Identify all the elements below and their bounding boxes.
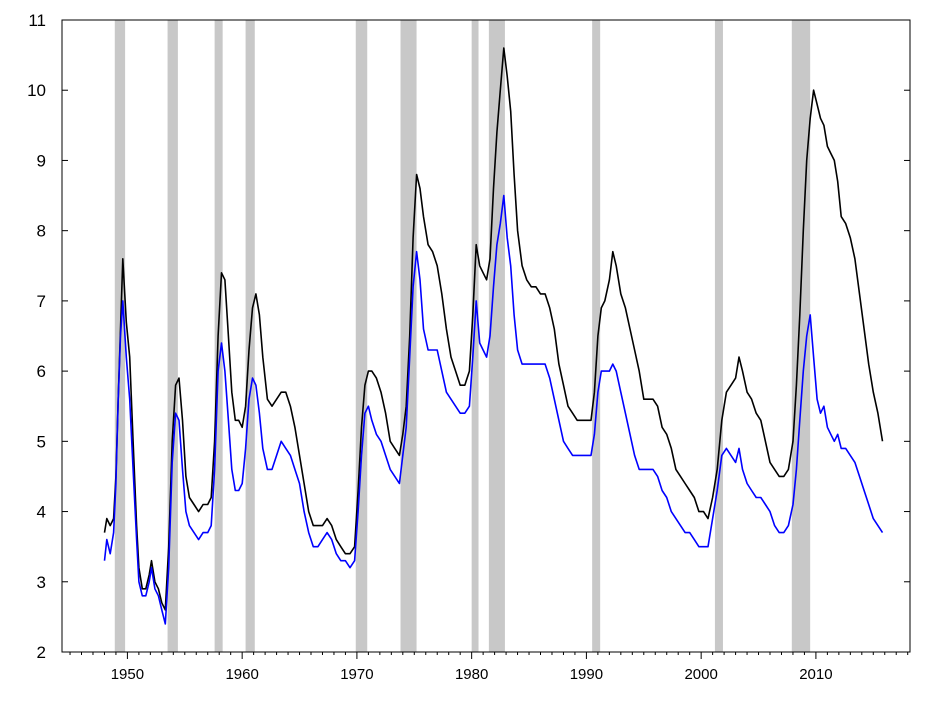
recession-band-5 <box>355 20 368 652</box>
series-line-1 <box>103 47 884 611</box>
recession-band-8 <box>488 20 505 652</box>
x-tick-label: 2000 <box>684 666 717 683</box>
y-tick-label: 11 <box>28 11 46 30</box>
y-tick-label: 3 <box>37 573 46 592</box>
x-tick-label: 1990 <box>570 666 603 683</box>
x-axis: 1950 1960 1970 1980 1990 2000 2010 <box>69 652 909 683</box>
plot-frame <box>61 19 911 653</box>
recession-band-2 <box>167 20 178 652</box>
x-tick-label: 2010 <box>799 666 832 683</box>
recession-band-6 <box>400 20 417 652</box>
y-tick-label: 9 <box>37 151 46 170</box>
y-tick-label: 6 <box>37 362 46 381</box>
x-tick-label: 1950 <box>111 666 144 683</box>
recession-band-7 <box>471 20 479 652</box>
series-lines <box>103 47 884 625</box>
x-tick-label: 1970 <box>340 666 373 683</box>
y-tick-label: 4 <box>37 503 46 522</box>
y-tick-label: 7 <box>37 292 46 311</box>
x-tick-label: 1960 <box>225 666 258 683</box>
y-axis: 2 3 4 5 6 7 8 9 10 11 <box>27 11 910 662</box>
y-tick-label: 2 <box>37 643 46 662</box>
y-tick-label: 5 <box>37 432 46 451</box>
y-tick-label: 8 <box>37 222 46 241</box>
recession-band-9 <box>592 20 601 652</box>
y-tick-label: 10 <box>27 81 46 100</box>
x-tick-label: 1980 <box>455 666 488 683</box>
recession-bands <box>114 20 811 652</box>
series-line-2 <box>103 194 884 625</box>
recession-band-10 <box>714 20 723 652</box>
